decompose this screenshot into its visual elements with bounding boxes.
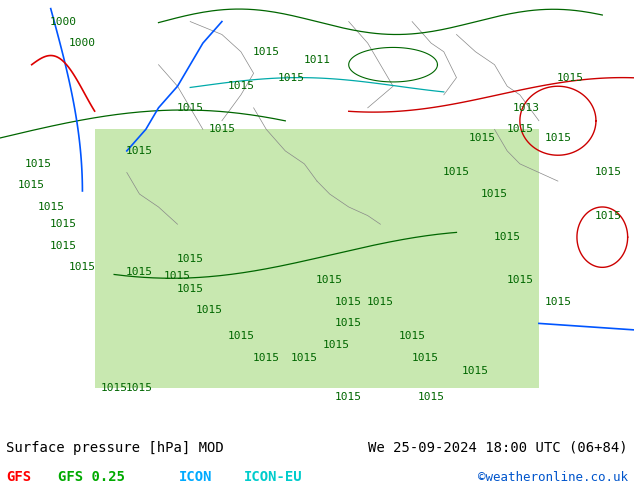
Text: 1015: 1015 <box>545 297 571 307</box>
Bar <box>95 129 539 388</box>
Text: 1015: 1015 <box>545 133 571 143</box>
Text: 1015: 1015 <box>50 219 77 229</box>
Text: ICON: ICON <box>179 470 212 484</box>
Text: 1015: 1015 <box>101 383 127 393</box>
Text: 1015: 1015 <box>228 81 254 91</box>
Text: 1015: 1015 <box>291 353 318 363</box>
Text: 1015: 1015 <box>164 271 191 281</box>
Text: 1015: 1015 <box>335 318 362 328</box>
Text: 1015: 1015 <box>196 305 223 316</box>
Text: 1015: 1015 <box>335 392 362 402</box>
Text: We 25-09-2024 18:00 UTC (06+84): We 25-09-2024 18:00 UTC (06+84) <box>368 441 628 455</box>
Text: 1015: 1015 <box>595 211 622 220</box>
Text: 1015: 1015 <box>126 267 153 277</box>
Text: GFS 0.25: GFS 0.25 <box>58 470 125 484</box>
Text: ©weatheronline.co.uk: ©weatheronline.co.uk <box>477 470 628 484</box>
Text: 1015: 1015 <box>557 73 584 83</box>
Text: 1015: 1015 <box>50 241 77 251</box>
Text: 1015: 1015 <box>399 331 425 342</box>
Text: 1015: 1015 <box>507 275 533 285</box>
Text: 1015: 1015 <box>177 254 204 264</box>
Text: 1015: 1015 <box>126 146 153 156</box>
Text: 1015: 1015 <box>25 159 51 169</box>
Text: 1015: 1015 <box>367 297 394 307</box>
Text: 1015: 1015 <box>595 168 622 177</box>
Text: 1015: 1015 <box>418 392 444 402</box>
Text: ICON-EU: ICON-EU <box>244 470 302 484</box>
Text: 1015: 1015 <box>481 189 508 199</box>
Text: 1015: 1015 <box>253 47 280 57</box>
Text: 1015: 1015 <box>507 124 533 134</box>
Text: 1015: 1015 <box>228 331 254 342</box>
Text: 1015: 1015 <box>494 232 521 242</box>
Text: 1015: 1015 <box>316 275 343 285</box>
Text: Surface pressure [hPa] MOD: Surface pressure [hPa] MOD <box>6 441 224 455</box>
Text: 1000: 1000 <box>69 38 96 48</box>
Text: 1015: 1015 <box>278 73 305 83</box>
Text: 1015: 1015 <box>126 383 153 393</box>
Text: 1015: 1015 <box>411 353 438 363</box>
Text: GFS: GFS <box>6 470 32 484</box>
Text: 1015: 1015 <box>177 284 204 294</box>
Text: 1013: 1013 <box>513 103 540 113</box>
Text: 1015: 1015 <box>462 366 489 376</box>
Text: 1011: 1011 <box>304 55 330 65</box>
Text: 1015: 1015 <box>69 262 96 272</box>
Text: 1015: 1015 <box>18 180 45 191</box>
Text: 1015: 1015 <box>469 133 495 143</box>
Text: 1015: 1015 <box>323 340 349 350</box>
Text: 1015: 1015 <box>443 168 470 177</box>
Text: 1015: 1015 <box>209 124 235 134</box>
Text: 1000: 1000 <box>50 17 77 26</box>
Text: 1015: 1015 <box>177 103 204 113</box>
Text: 1015: 1015 <box>37 202 64 212</box>
Text: 1015: 1015 <box>253 353 280 363</box>
Text: 1015: 1015 <box>335 297 362 307</box>
